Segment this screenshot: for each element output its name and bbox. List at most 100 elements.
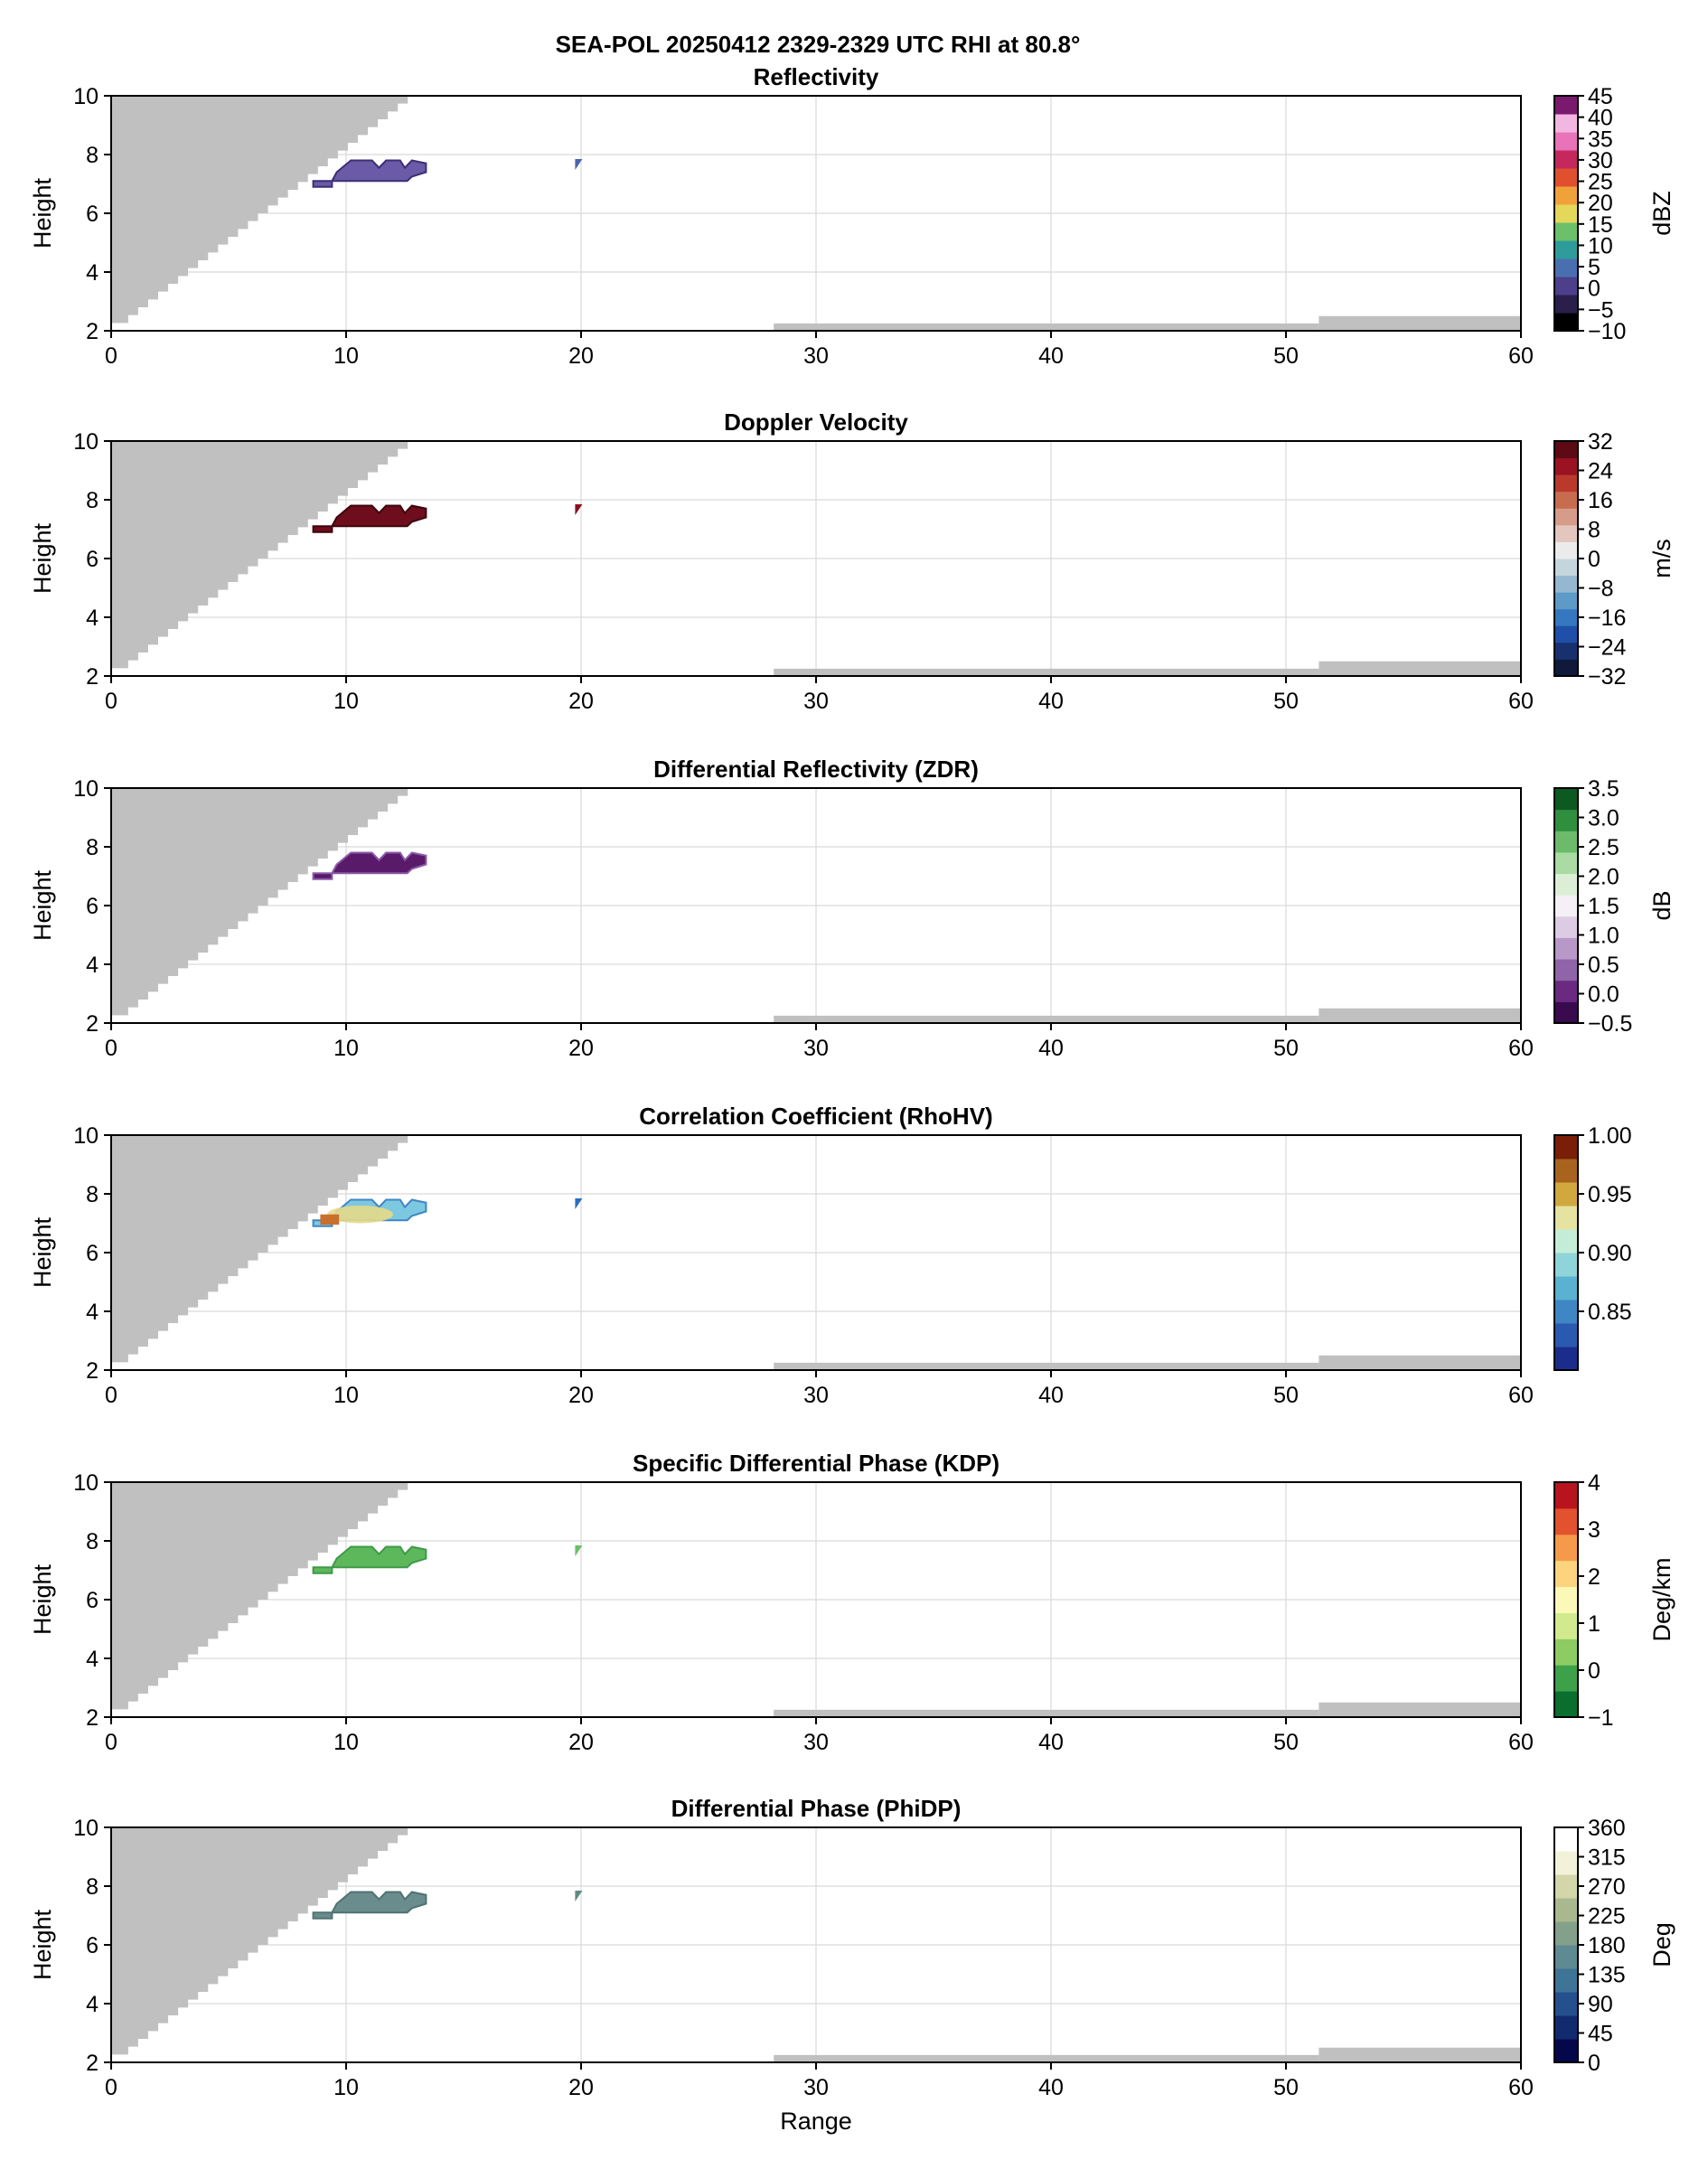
colorbar-tick-label: 90 bbox=[1588, 1992, 1613, 2017]
colorbar-tick-label: 0 bbox=[1588, 2051, 1600, 2076]
colorbar-tick-label: 2.5 bbox=[1588, 835, 1619, 860]
panel-title: Doppler Velocity bbox=[724, 408, 908, 436]
echo-cluster bbox=[312, 504, 427, 533]
colorbar-tick-label: 270 bbox=[1588, 1874, 1626, 1900]
y-tick-label: 6 bbox=[86, 894, 99, 919]
colorbar-segment bbox=[1554, 1638, 1578, 1666]
colorbar-segment bbox=[1554, 1229, 1578, 1254]
panel-title: Reflectivity bbox=[754, 63, 879, 90]
colorbar-segment bbox=[1554, 659, 1578, 677]
figure-suptitle: SEA-POL 20250412 2329-2329 UTC RHI at 80… bbox=[556, 31, 1081, 58]
x-tick-label: 50 bbox=[1273, 1383, 1299, 1408]
colorbar-segment bbox=[1554, 625, 1578, 643]
blocked-region-far bbox=[774, 1709, 1319, 1717]
colorbar-segment bbox=[1554, 132, 1578, 151]
y-tick-label: 2 bbox=[86, 319, 99, 344]
y-tick-label: 8 bbox=[86, 1874, 99, 1900]
colorbar-segment bbox=[1554, 474, 1578, 493]
x-tick-label: 40 bbox=[1038, 1036, 1064, 1061]
blocked-region-near bbox=[111, 1135, 412, 1370]
colorbar-tick-label: 8 bbox=[1588, 518, 1600, 543]
x-tick-label: 10 bbox=[333, 343, 359, 369]
colorbar-tick-label: 45 bbox=[1588, 84, 1613, 109]
colorbar-segment bbox=[1554, 277, 1578, 296]
y-axis-label: Height bbox=[29, 1563, 56, 1635]
x-tick-label: 20 bbox=[568, 343, 594, 369]
y-tick-label: 10 bbox=[73, 1123, 99, 1149]
colorbar-segment bbox=[1554, 1159, 1578, 1183]
blocked-region-near bbox=[111, 1827, 412, 2062]
x-tick-label: 10 bbox=[333, 1730, 359, 1755]
colorbar-label: dB bbox=[1648, 890, 1675, 920]
colorbar-segment bbox=[1554, 1898, 1578, 1922]
colorbar-tick-label: 3.0 bbox=[1588, 806, 1619, 831]
x-tick-label: 0 bbox=[105, 2075, 117, 2100]
colorbar-segment bbox=[1554, 1323, 1578, 1347]
blocked-region-far bbox=[1319, 661, 1521, 676]
colorbar-tick-label: −1 bbox=[1588, 1705, 1614, 1731]
colorbar-segment bbox=[1554, 1182, 1578, 1207]
colorbar-tick-label: 2 bbox=[1588, 1564, 1600, 1590]
colorbar-label: Deg bbox=[1648, 1922, 1675, 1967]
x-axis-label: Range bbox=[780, 2108, 852, 2135]
y-tick-label: 2 bbox=[86, 1705, 99, 1731]
colorbar-segment bbox=[1554, 2015, 1578, 2040]
y-tick-label: 2 bbox=[86, 1011, 99, 1037]
colorbar-tick-label: 1.00 bbox=[1588, 1123, 1632, 1149]
x-tick-label: 60 bbox=[1508, 1730, 1534, 1755]
colorbar-segment bbox=[1554, 491, 1578, 509]
colorbar-segment bbox=[1554, 831, 1578, 853]
y-axis-label: Height bbox=[29, 522, 56, 594]
colorbar-segment bbox=[1554, 186, 1578, 205]
stray-echo bbox=[575, 1545, 583, 1556]
x-tick-label: 20 bbox=[568, 1036, 594, 1061]
colorbar-segment bbox=[1554, 1612, 1578, 1639]
colorbar-segment bbox=[1554, 541, 1578, 559]
x-tick-label: 40 bbox=[1038, 1730, 1064, 1755]
blocked-region-far bbox=[774, 1015, 1319, 1023]
colorbar-tick-label: 0.90 bbox=[1588, 1241, 1632, 1266]
colorbar-segment bbox=[1554, 608, 1578, 626]
x-tick-label: 30 bbox=[803, 2075, 829, 2100]
y-tick-label: 10 bbox=[73, 776, 99, 802]
colorbar-segment bbox=[1554, 1300, 1578, 1324]
x-tick-label: 0 bbox=[105, 1383, 117, 1408]
colorbar-segment bbox=[1554, 204, 1578, 223]
colorbar-tick-label: 0.85 bbox=[1588, 1300, 1632, 1325]
y-tick-label: 2 bbox=[86, 1358, 99, 1384]
y-tick-label: 4 bbox=[86, 1647, 99, 1672]
x-tick-label: 20 bbox=[568, 1383, 594, 1408]
colorbar-label: Deg/km bbox=[1648, 1557, 1675, 1641]
colorbar-tick-label: 20 bbox=[1588, 191, 1613, 216]
colorbar-label: dBZ bbox=[1648, 191, 1675, 236]
colorbar-tick-label: 0 bbox=[1588, 277, 1600, 302]
colorbar-segment bbox=[1554, 1482, 1578, 1509]
colorbar-segment bbox=[1554, 1691, 1578, 1718]
y-tick-label: 10 bbox=[73, 84, 99, 109]
panel-differential-phase-phidp: Differential Phase (PhiDP)0 10 20 30 40 50 602… bbox=[29, 1795, 1675, 2135]
echo-core bbox=[327, 1206, 393, 1224]
colorbar-segment bbox=[1554, 1253, 1578, 1277]
colorbar: −0.5 0.0 0.5 1.0 1.5 2.0 2.5 3.0 3.5 dB bbox=[1553, 776, 1675, 1037]
x-tick-label: 0 bbox=[105, 343, 117, 369]
colorbar-tick-label: −10 bbox=[1588, 319, 1626, 344]
x-tick-label: 40 bbox=[1038, 1383, 1064, 1408]
colorbar-tick-label: 135 bbox=[1588, 1963, 1626, 1988]
blocked-region-far bbox=[1319, 1702, 1521, 1717]
colorbar-segment bbox=[1554, 575, 1578, 593]
colorbar-segment bbox=[1554, 457, 1578, 475]
x-tick-label: 30 bbox=[803, 1730, 829, 1755]
x-tick-label: 30 bbox=[803, 1036, 829, 1061]
colorbar-tick-label: 0.0 bbox=[1588, 982, 1619, 1008]
colorbar-tick-label: 35 bbox=[1588, 127, 1613, 152]
y-tick-label: 6 bbox=[86, 202, 99, 227]
x-tick-label: 0 bbox=[105, 1730, 117, 1755]
colorbar-tick-label: 0.5 bbox=[1588, 953, 1619, 978]
colorbar-segment bbox=[1554, 313, 1578, 332]
echo-cluster bbox=[312, 159, 427, 188]
colorbar-label: m/s bbox=[1648, 539, 1675, 578]
